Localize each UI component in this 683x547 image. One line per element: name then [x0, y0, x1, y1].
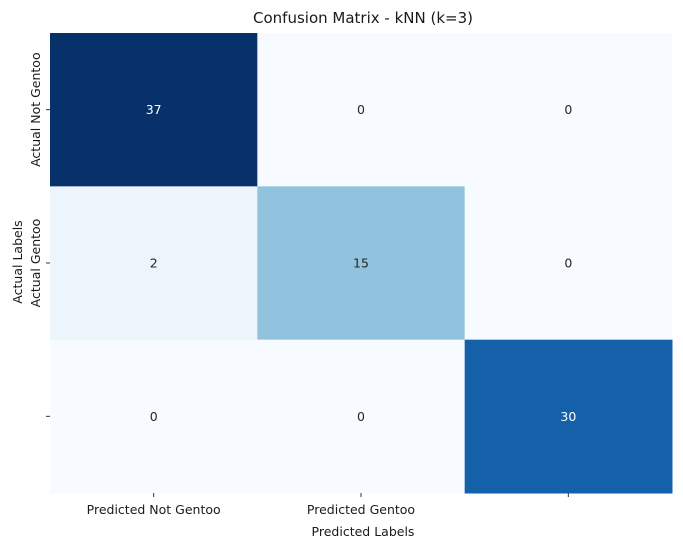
- x-tick-label-0: Predicted Not Gentoo: [87, 502, 221, 517]
- cell-value-r0-c2: 0: [564, 102, 572, 117]
- heatmap-cell-r2-c2: [464, 339, 673, 494]
- cell-value-r2-c1: 0: [357, 409, 365, 424]
- cell-value-r0-c1: 0: [357, 102, 365, 117]
- heatmap-cell-r1-c1: [257, 186, 466, 341]
- cell-value-r2-c2: 30: [560, 409, 576, 424]
- x-axis-ticks: Predicted Not Gentoo Predicted Gentoo: [87, 493, 569, 517]
- x-tick-label-1: Predicted Gentoo: [307, 502, 415, 517]
- cell-value-r2-c0: 0: [150, 409, 158, 424]
- y-tick-label-0: Actual Not Gentoo: [28, 52, 43, 167]
- x-axis-label: Predicted Labels: [312, 524, 415, 539]
- heatmap-cell-r0-c2: [464, 33, 673, 187]
- chart-title: Confusion Matrix - kNN (k=3): [253, 9, 473, 27]
- heatmap-cell-r0-c1: [257, 33, 466, 187]
- y-axis-label: Actual Labels: [10, 220, 25, 303]
- y-tick-label-1: Actual Gentoo: [28, 219, 43, 308]
- heatmap-cell-r2-c0: [50, 339, 258, 494]
- heatmap-cell-r1-c2: [464, 186, 673, 341]
- cell-value-r1-c1: 15: [353, 256, 369, 271]
- heatmap-cells: 37 0 0 2 15 0 0 0 30: [50, 33, 673, 494]
- cell-value-r1-c0: 2: [150, 256, 158, 271]
- cell-value-r1-c2: 0: [564, 256, 572, 271]
- heatmap-cell-r2-c1: [257, 339, 466, 494]
- heatmap-cell-r1-c0: [50, 186, 258, 341]
- y-axis-ticks: Actual Not Gentoo Actual Gentoo: [28, 52, 50, 417]
- cell-value-r0-c0: 37: [146, 102, 162, 117]
- heatmap-cell-r0-c0: [50, 33, 258, 187]
